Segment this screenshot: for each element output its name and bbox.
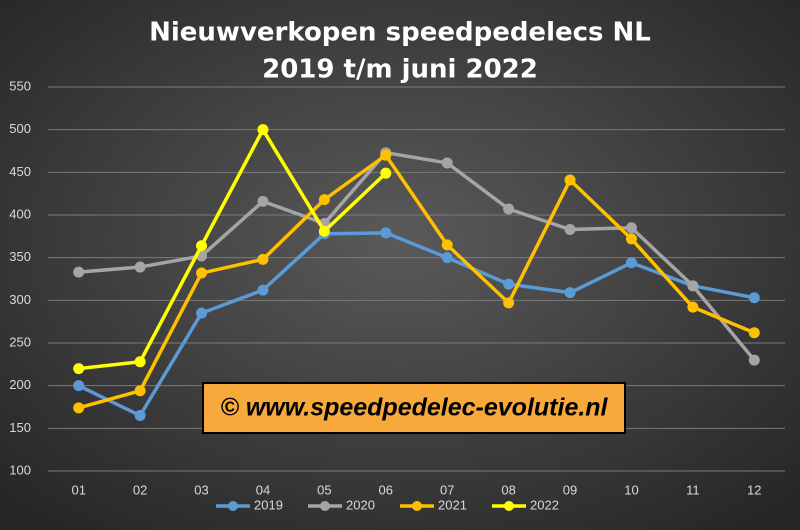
y-tick-label: 200 bbox=[9, 377, 31, 392]
data-point bbox=[196, 267, 208, 279]
data-point bbox=[564, 287, 576, 299]
data-point bbox=[134, 385, 146, 397]
annotation-background bbox=[202, 382, 626, 434]
data-point bbox=[441, 239, 453, 251]
data-point bbox=[748, 327, 760, 339]
legend-label: 2021 bbox=[438, 497, 467, 512]
x-tick-label: 06 bbox=[379, 482, 393, 497]
y-tick-label: 300 bbox=[9, 292, 31, 307]
data-point bbox=[73, 380, 85, 392]
data-point bbox=[503, 203, 515, 215]
data-point bbox=[748, 354, 760, 366]
series-line bbox=[78, 150, 756, 362]
annotation: © www.speedpedelec-evolutie.nl bbox=[220, 394, 608, 422]
x-tick-label: 11 bbox=[686, 482, 700, 497]
annotation-box: © www.speedpedelec-evolutie.nl bbox=[202, 382, 626, 434]
legend-label: 2020 bbox=[346, 497, 375, 512]
data-point bbox=[196, 240, 208, 252]
legend-marker bbox=[412, 501, 422, 511]
data-point bbox=[73, 363, 85, 375]
legend-marker bbox=[504, 501, 514, 511]
data-point bbox=[564, 174, 576, 186]
data-point bbox=[257, 284, 269, 296]
data-point bbox=[503, 278, 515, 290]
data-point bbox=[257, 195, 269, 207]
y-tick-label: 100 bbox=[9, 462, 31, 477]
data-point bbox=[134, 410, 146, 422]
x-tick-label: 09 bbox=[563, 482, 577, 497]
x-tick-label: 12 bbox=[747, 482, 761, 497]
x-tick-label: 10 bbox=[624, 482, 638, 497]
series-line bbox=[77, 231, 755, 418]
data-point bbox=[257, 124, 269, 136]
data-point bbox=[625, 233, 637, 245]
data-point bbox=[73, 402, 85, 414]
y-tick-label: 150 bbox=[9, 420, 31, 435]
legend-marker bbox=[228, 501, 238, 511]
x-tick-label: 07 bbox=[440, 482, 454, 497]
data-point bbox=[134, 261, 146, 273]
data-point bbox=[318, 225, 330, 237]
y-tick-label: 400 bbox=[9, 206, 31, 221]
data-point bbox=[748, 292, 760, 304]
legend-label: 2022 bbox=[530, 497, 559, 512]
data-point bbox=[441, 157, 453, 169]
data-point bbox=[441, 252, 453, 264]
data-point bbox=[380, 167, 392, 179]
data-point bbox=[257, 253, 269, 265]
x-tick-label: 08 bbox=[501, 482, 515, 497]
y-tick-label: 350 bbox=[9, 249, 31, 264]
y-tick-label: 500 bbox=[9, 121, 31, 136]
grid: 100 150 200 250 300 350 400 450 500 550 01 02 03 04 05… bbox=[9, 78, 785, 497]
y-tick-label: 450 bbox=[9, 164, 31, 179]
chart-subtitle: 2019 t/m juni 2022 bbox=[262, 55, 538, 85]
x-tick-label: 03 bbox=[194, 482, 208, 497]
x-tick-label: 04 bbox=[256, 482, 270, 497]
x-tick-label: 05 bbox=[317, 482, 331, 497]
chart-title: Nieuwverkopen speedpedelecs NL bbox=[149, 18, 651, 48]
legend: 2019 2020 2021 2022 bbox=[216, 497, 559, 512]
lines bbox=[73, 124, 760, 422]
data-point bbox=[380, 149, 392, 161]
data-point bbox=[564, 224, 576, 236]
series-line bbox=[78, 127, 387, 371]
data-point bbox=[687, 301, 699, 313]
legend-marker bbox=[320, 501, 330, 511]
data-point bbox=[380, 227, 392, 239]
data-point bbox=[318, 194, 330, 206]
y-tick-label: 550 bbox=[9, 78, 31, 93]
data-point bbox=[503, 297, 515, 309]
x-tick-label: 02 bbox=[133, 482, 147, 497]
data-point bbox=[625, 257, 637, 269]
data-point bbox=[73, 266, 85, 278]
data-point bbox=[625, 222, 637, 234]
x-tick-label: 01 bbox=[71, 482, 85, 497]
data-point bbox=[196, 307, 208, 319]
y-tick-label: 250 bbox=[9, 334, 31, 349]
data-point bbox=[687, 280, 699, 292]
legend-label: 2019 bbox=[254, 497, 283, 512]
series-line bbox=[78, 153, 755, 410]
data-point bbox=[134, 356, 146, 368]
